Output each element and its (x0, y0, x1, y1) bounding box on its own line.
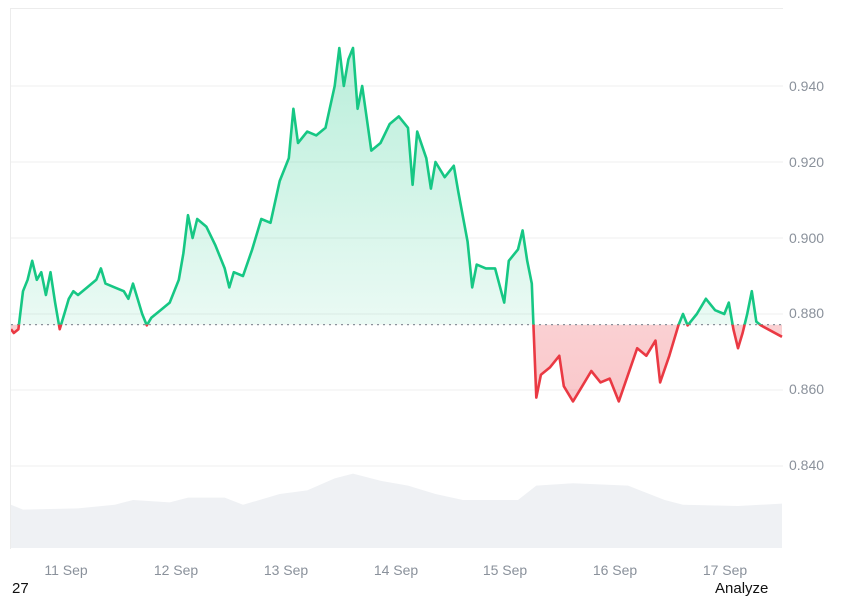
price-chart-svg (11, 46, 783, 548)
x-tick-label: 15 Sep (482, 562, 528, 578)
x-tick-label: 14 Sep (373, 562, 419, 578)
y-tick-label: 0.940 (789, 78, 825, 94)
area-below-baseline (11, 324, 782, 402)
x-tick-label: 11 Sep (44, 562, 88, 578)
y-tick-label: 0.880 (789, 305, 825, 321)
analyze-link[interactable]: Analyze (715, 580, 769, 597)
chart-plot-area[interactable] (10, 8, 783, 549)
price-line-up (17, 46, 763, 325)
y-tick-label: 0.920 (789, 154, 825, 170)
y-tick-label: 0.840 (789, 457, 825, 473)
y-tick-label: 0.860 (789, 381, 825, 397)
x-tick-label: 12 Sep (153, 562, 199, 578)
y-tick-label: 0.900 (789, 230, 825, 246)
footer-left-text: 27 (12, 580, 29, 597)
x-tick-label: 17 Sep (702, 562, 748, 578)
x-tick-label: 13 Sep (263, 562, 309, 578)
volume-area (11, 473, 782, 548)
area-above-baseline (11, 48, 782, 325)
x-tick-label: 16 Sep (592, 562, 638, 578)
price-line-down (11, 324, 783, 403)
